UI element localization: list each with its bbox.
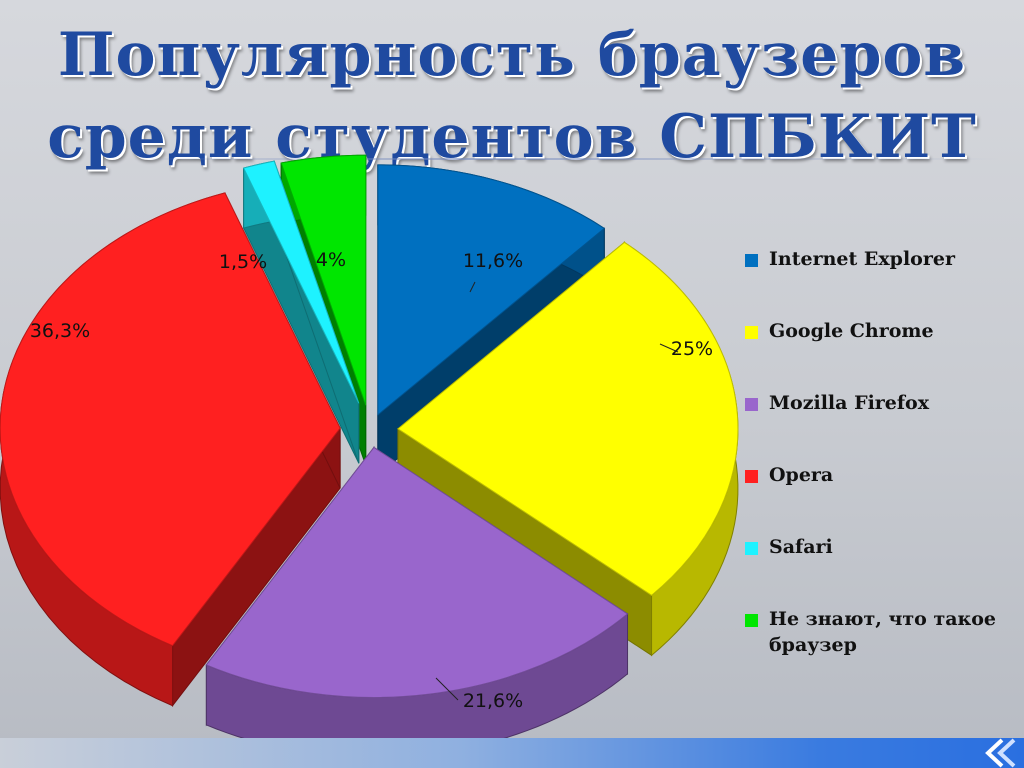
- data-label-safari: 1,5%: [219, 251, 267, 273]
- pie-slice-google-chrome: [397, 241, 739, 657]
- legend-swatch-google-chrome: [745, 326, 758, 339]
- legend-swatch-opera: [745, 470, 758, 483]
- legend-label-internet-explorer: Internet Explorer: [769, 248, 955, 270]
- double-chevron-decoration-icon: [985, 738, 1016, 768]
- data-label-google-chrome: 25%: [671, 338, 713, 360]
- legend-swatch-safari: [745, 542, 758, 555]
- slide-footer-bar: [0, 738, 1024, 768]
- legend-label-mozilla-firefox: Mozilla Firefox: [769, 392, 930, 414]
- pie-slice-opera: [0, 192, 341, 708]
- slide-title-line-1: Популярность браузеров: [57, 20, 967, 90]
- leader-line-mozilla-firefox: [435, 677, 459, 701]
- pie-slice-mozilla-firefox: [205, 445, 629, 758]
- data-label-mozilla-firefox: 21,6%: [463, 690, 523, 712]
- data-label-no-browser-knowledge: 4%: [316, 249, 346, 271]
- data-label-opera: 36,3%: [30, 320, 90, 342]
- legend-item-safari: Safari: [745, 534, 1020, 560]
- chart-legend: Internet Explorer Google Chrome Mozilla …: [745, 246, 1020, 704]
- data-label-internet-explorer: 11,6%: [463, 250, 523, 272]
- legend-item-opera: Opera: [745, 462, 1020, 488]
- leader-line-internet-explorer: [469, 281, 476, 293]
- legend-item-mozilla-firefox: Mozilla Firefox: [745, 390, 1020, 416]
- legend-item-google-chrome: Google Chrome: [745, 318, 1020, 344]
- legend-label-google-chrome: Google Chrome: [769, 320, 934, 342]
- legend-label-safari: Safari: [769, 536, 833, 558]
- legend-label-opera: Opera: [769, 464, 834, 486]
- slide-title-line-2: среди студентов СПБКИТ: [47, 102, 977, 172]
- legend-swatch-mozilla-firefox: [745, 398, 758, 411]
- legend-swatch-no-browser-knowledge: [745, 614, 758, 627]
- title-underline-decoration: [120, 158, 1000, 160]
- pie-slice-safari: [242, 160, 360, 464]
- legend-item-internet-explorer: Internet Explorer: [745, 246, 1020, 272]
- legend-label-no-browser-knowledge: Не знают, что такое браузер: [769, 608, 997, 656]
- legend-item-no-browser-knowledge: Не знают, что такое браузер: [745, 606, 1020, 658]
- leader-line-google-chrome: [659, 343, 679, 353]
- legend-swatch-internet-explorer: [745, 254, 758, 267]
